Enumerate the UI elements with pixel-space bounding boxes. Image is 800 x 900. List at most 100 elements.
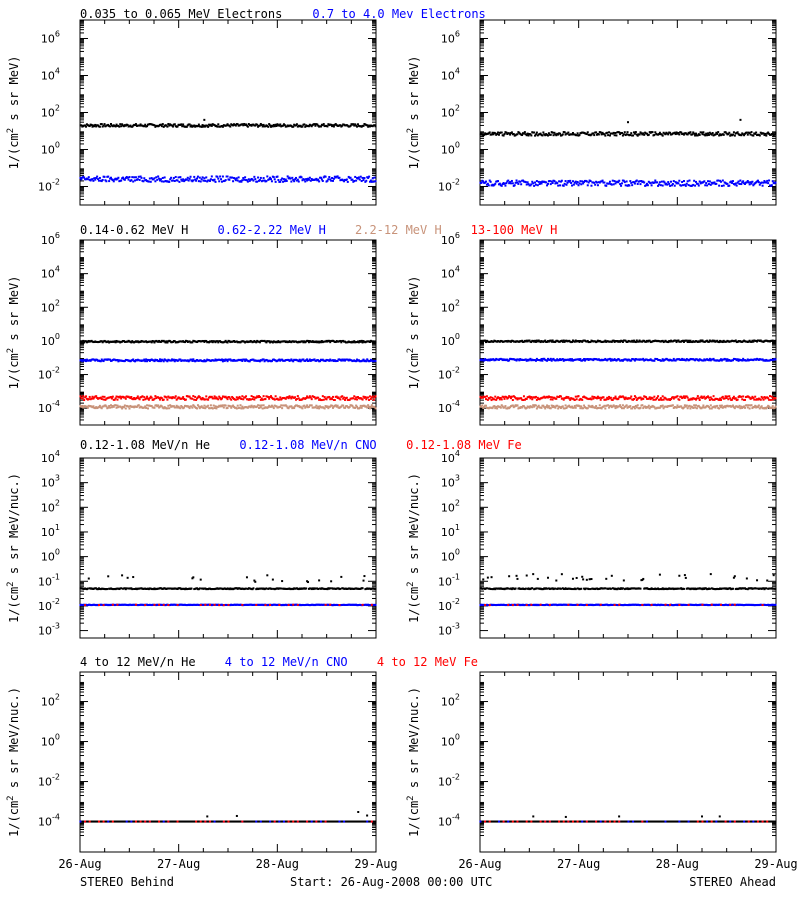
data-point (241, 359, 244, 362)
data-point (613, 405, 616, 408)
data-point (331, 395, 334, 398)
data-point (323, 396, 326, 399)
data-point (285, 179, 288, 182)
data-point (120, 125, 123, 128)
data-point (500, 398, 503, 401)
y-tick-label: 10-2 (438, 178, 460, 194)
data-point (749, 181, 752, 184)
data-point (230, 406, 233, 409)
data-point (536, 405, 539, 408)
data-point (744, 183, 747, 186)
data-point (547, 405, 550, 408)
data-point (252, 179, 255, 182)
data-point (224, 339, 227, 342)
data-point (147, 398, 150, 401)
data-point (132, 358, 135, 361)
data-point (653, 181, 656, 184)
data-point (109, 122, 112, 125)
data-point (203, 340, 206, 343)
data-point (606, 396, 609, 399)
data-point (707, 396, 710, 399)
data-point (149, 180, 152, 183)
data-point (372, 180, 375, 183)
data-point (255, 341, 258, 344)
data-point (716, 404, 719, 407)
data-point (570, 359, 573, 362)
legend-entry: 0.035 to 0.065 MeV Electrons (80, 7, 282, 21)
data-point (700, 395, 703, 398)
data-point (714, 133, 717, 136)
data-point (719, 406, 722, 409)
data-point (578, 134, 581, 137)
data-point (101, 395, 104, 398)
data-point (608, 180, 611, 183)
legend-entry: 0.12-1.08 MeV Fe (406, 438, 522, 452)
data-point (492, 133, 495, 136)
data-point (754, 395, 757, 398)
data-point (583, 359, 586, 362)
data-point (717, 179, 720, 182)
data-point (563, 407, 566, 410)
data-point (582, 182, 585, 185)
data-point (271, 405, 274, 408)
data-point (580, 405, 583, 408)
data-point (609, 404, 612, 407)
y-axis-label: 1/(cm2 s sr MeV/nuc.) (6, 473, 21, 623)
data-point (513, 395, 516, 398)
data-point (502, 134, 505, 137)
data-point (232, 404, 235, 407)
data-point (81, 404, 84, 407)
data-point (488, 179, 491, 182)
data-point (754, 404, 757, 407)
data-point (146, 360, 149, 363)
data-point (319, 176, 322, 179)
data-point (299, 124, 302, 127)
data-point (748, 339, 751, 342)
data-point (294, 396, 297, 399)
data-point (196, 177, 199, 180)
data-point (549, 398, 552, 401)
data-point (91, 125, 94, 128)
data-point (513, 405, 516, 408)
data-point (191, 341, 194, 344)
data-point (707, 183, 710, 186)
data-point (635, 179, 638, 182)
data-point (613, 397, 616, 400)
data-point (650, 184, 653, 187)
data-point (677, 339, 680, 342)
y-tick-label: 10-4 (38, 399, 60, 415)
data-point (645, 184, 648, 187)
data-point (509, 406, 512, 409)
data-point (197, 180, 200, 183)
data-point (374, 125, 377, 128)
data-point (278, 124, 281, 127)
data-point (546, 134, 549, 137)
data-point (213, 407, 216, 410)
data-point (623, 131, 626, 134)
data-point (256, 180, 259, 183)
data-point (374, 341, 377, 344)
data-point (631, 184, 634, 187)
data-point (84, 396, 87, 399)
data-point (536, 184, 539, 187)
data-point (244, 359, 247, 362)
data-point (198, 407, 201, 410)
y-tick-label: 102 (441, 104, 460, 120)
data-point (737, 406, 740, 409)
data-point (306, 395, 309, 398)
data-point (304, 125, 307, 128)
data-point (705, 182, 708, 185)
data-point (309, 396, 312, 399)
data-point (752, 340, 755, 343)
data-point (638, 133, 641, 136)
data-point (737, 359, 740, 362)
data-point (229, 397, 232, 400)
data-point (568, 359, 571, 362)
data-point (118, 125, 121, 128)
data-point (330, 123, 333, 126)
data-point (560, 339, 563, 342)
data-point (751, 180, 754, 183)
data-point (611, 405, 614, 408)
data-point (262, 395, 265, 398)
data-point (740, 395, 743, 398)
